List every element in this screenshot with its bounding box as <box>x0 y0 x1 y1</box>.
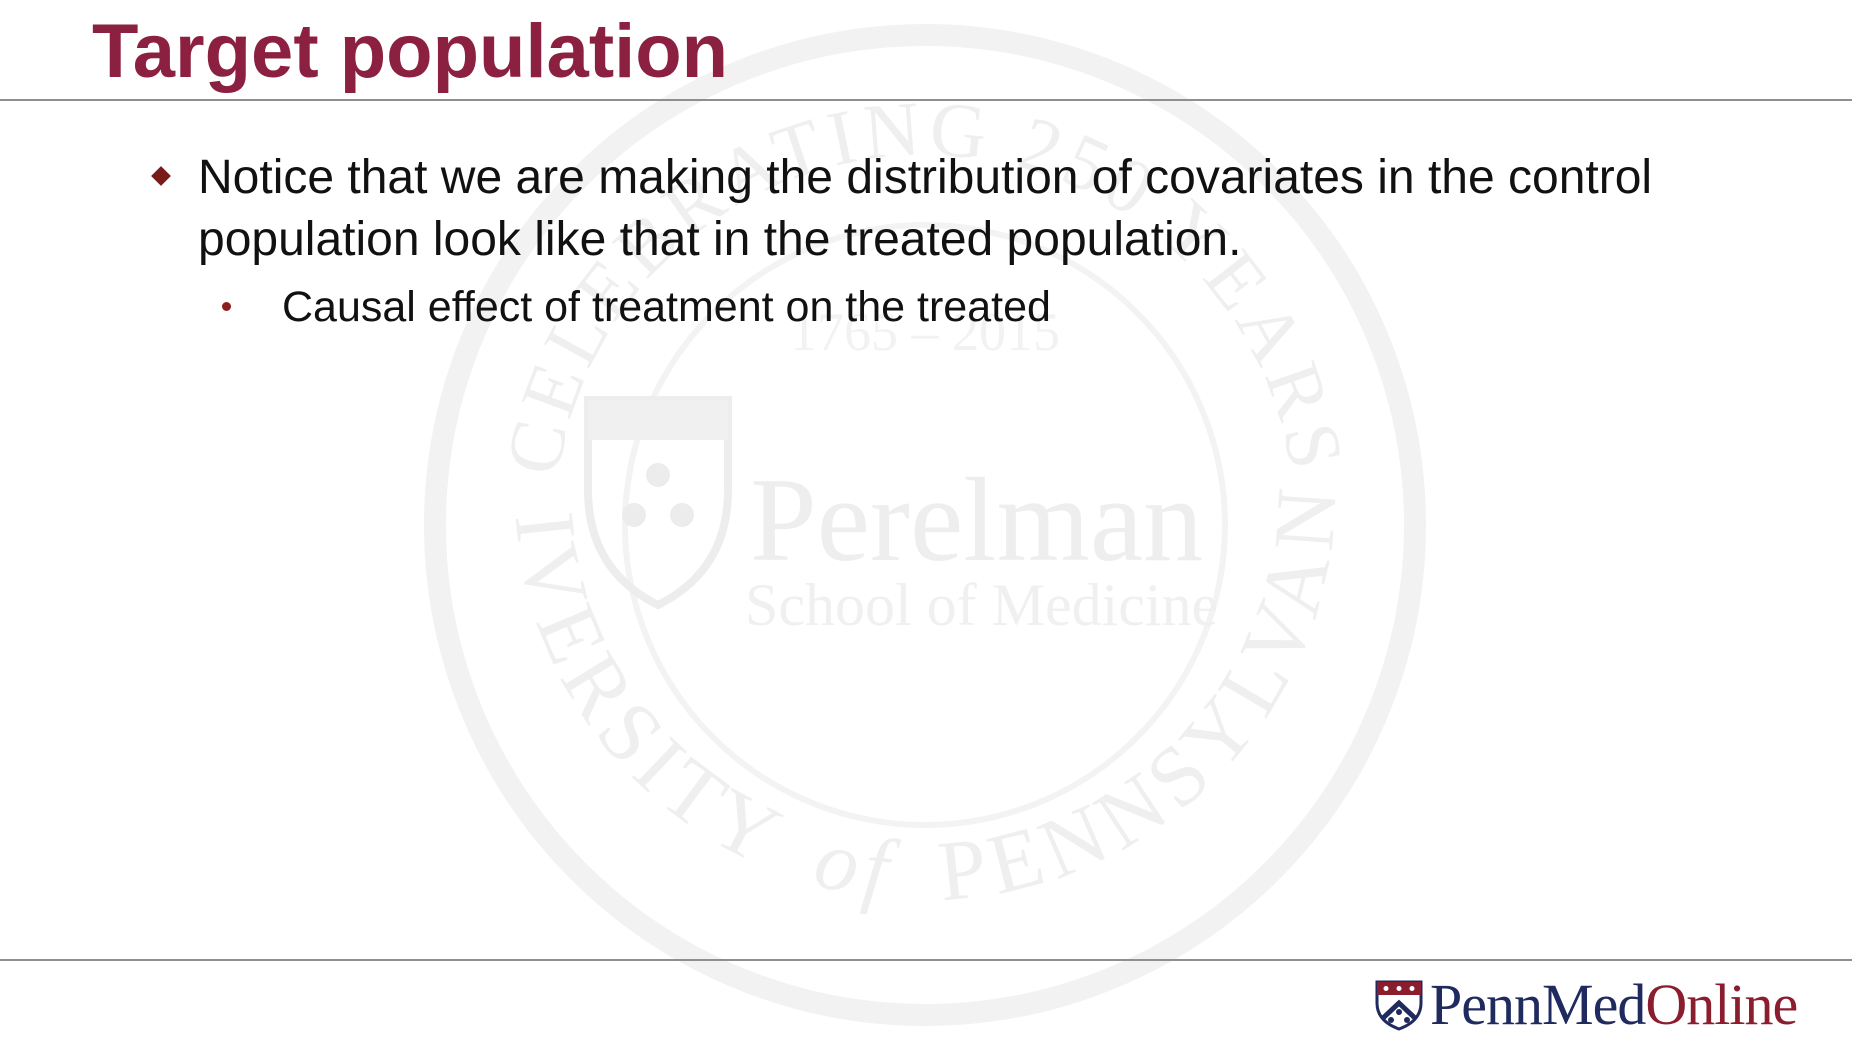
sub-bullet-item: Causal effect of treatment on the treate… <box>222 277 1051 337</box>
watermark-shield-icon <box>584 396 732 610</box>
diamond-bullet-icon <box>151 166 171 186</box>
logo-penn: Penn <box>1430 972 1543 1037</box>
perelman-seal-icon: CELEBRATING 250 YEARS UNIVERSITY of PENN… <box>420 20 1426 1026</box>
penn-shield-icon <box>1375 980 1423 1031</box>
dot-bullet-icon <box>222 302 231 311</box>
logo-online: Online <box>1645 972 1798 1037</box>
bullet-text: Notice that we are making the distributi… <box>198 151 1653 266</box>
sub-bullet-text: Causal effect of treatment on the treate… <box>282 283 1051 331</box>
watermark-name: Perelman <box>750 453 1203 586</box>
footer-divider <box>0 959 1852 961</box>
title-divider <box>0 99 1852 101</box>
slide-title: Target population <box>92 9 729 94</box>
logo-wordmark: PennMedOnline <box>1430 972 1798 1037</box>
watermark-subname: School of Medicine <box>745 572 1218 638</box>
watermark-arc-of: of <box>807 809 904 918</box>
bullet-item: Notice that we are making the distributi… <box>150 147 1710 271</box>
watermark-years: 1765 – 2015 <box>790 302 1060 362</box>
logo-med: Med <box>1542 972 1646 1037</box>
pennmedonline-logo: PennMedOnline <box>1374 972 1798 1037</box>
